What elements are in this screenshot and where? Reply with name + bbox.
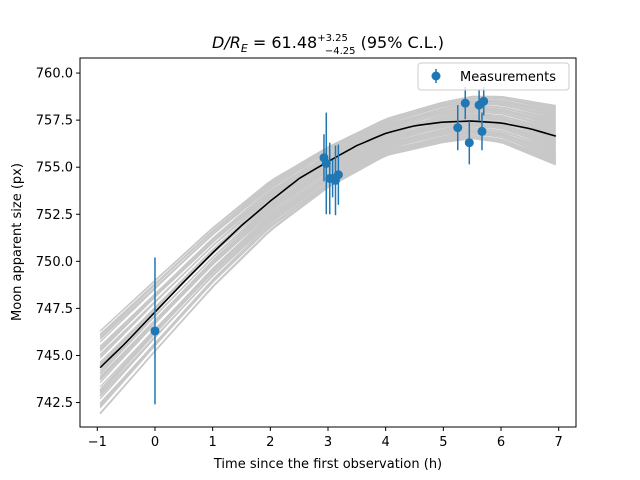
- title-err-plus: +3.25: [317, 33, 348, 44]
- sample-curve: [99, 115, 556, 380]
- data-point: [477, 126, 487, 136]
- measurement-point: [479, 87, 489, 116]
- x-axis-label: Time since the first observation (h): [213, 457, 442, 472]
- measurement-point: [150, 257, 160, 405]
- sample-curve: [99, 134, 557, 415]
- x-tick-label: 7: [555, 435, 563, 450]
- data-point: [150, 326, 160, 336]
- data-point: [460, 98, 470, 108]
- sample-curve: [99, 106, 556, 349]
- legend-label-measurements: Measurements: [460, 70, 556, 85]
- data-point: [453, 123, 463, 133]
- x-tick-label: 4: [382, 435, 390, 450]
- x-tick-label: 1: [209, 435, 217, 450]
- sample-curve: [99, 121, 557, 391]
- y-axis: 742.5 745.0 747.5 750.0 752.5 755.0 757.5 760.0: [36, 67, 80, 411]
- sample-curve: [99, 119, 556, 383]
- measurement-point: [333, 144, 343, 205]
- measurement-point: [477, 112, 487, 151]
- legend: Measurements: [417, 62, 570, 91]
- y-tick-label: 752.5: [36, 208, 73, 223]
- y-tick-label: 755.0: [36, 161, 73, 176]
- x-tick-label: 6: [497, 435, 505, 450]
- measurements-layer: [150, 87, 489, 405]
- x-tick-label: −1: [88, 435, 107, 450]
- y-tick-label: 760.0: [36, 67, 73, 82]
- title-err-minus: −4.25: [325, 46, 356, 57]
- data-point: [333, 170, 343, 180]
- sample-curve: [99, 100, 556, 336]
- y-tick-label: 742.5: [36, 396, 73, 411]
- sample-curve: [99, 105, 556, 350]
- measurement-point: [460, 87, 470, 120]
- measurement-point: [453, 105, 463, 151]
- sample-curve: [99, 105, 556, 359]
- data-point: [479, 96, 489, 106]
- data-point: [464, 138, 474, 148]
- data-point: [321, 158, 331, 168]
- y-tick-label: 757.5: [36, 114, 73, 129]
- title-subscript: E: [241, 42, 248, 55]
- posterior-samples: [99, 95, 557, 415]
- chart-title: D/RE = 61.48+3.25 −4.25 (95% C.L.): [212, 33, 444, 57]
- sample-curve: [99, 100, 556, 340]
- title-tail: (95% C.L.): [356, 33, 444, 52]
- x-tick-label: 5: [439, 435, 447, 450]
- y-tick-label: 750.0: [36, 255, 73, 270]
- sample-curve: [99, 95, 556, 338]
- measurement-point: [321, 112, 331, 215]
- legend-box: [417, 62, 570, 91]
- x-tick-label: 2: [266, 435, 274, 450]
- measurement-point: [464, 121, 474, 165]
- x-axis: −1 0 1 2 3 4 5 6 7: [88, 427, 563, 450]
- x-tick-label: 3: [324, 435, 332, 450]
- y-axis-label: Moon apparent size (px): [10, 163, 25, 321]
- legend-point-marker: [431, 71, 441, 81]
- sample-curve: [99, 117, 556, 381]
- title-main: D/R: [212, 33, 241, 52]
- title-value: = 61.48: [248, 33, 317, 52]
- sample-curve: [99, 108, 556, 351]
- x-tick-label: 0: [151, 435, 159, 450]
- y-tick-label: 747.5: [36, 302, 73, 317]
- sample-curve: [99, 97, 556, 343]
- y-tick-label: 745.0: [36, 349, 73, 364]
